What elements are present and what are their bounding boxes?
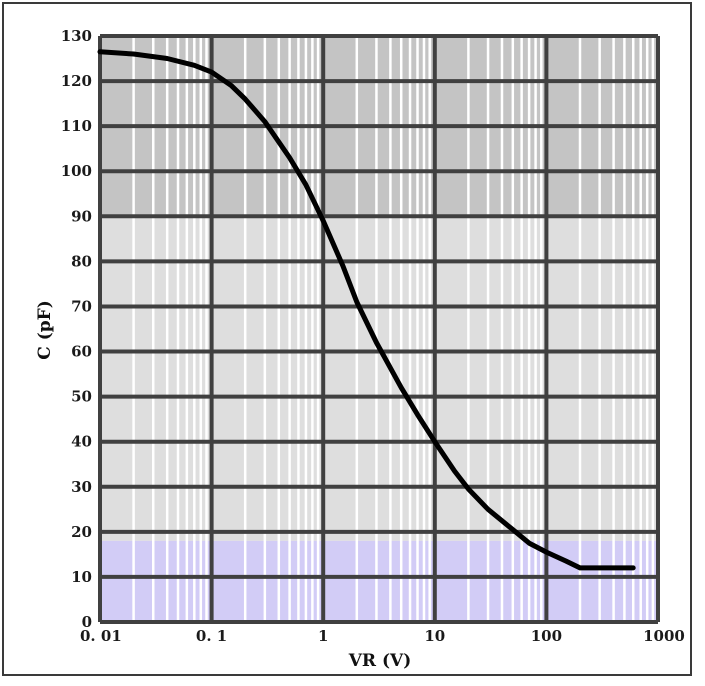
y-tick-label: 90 xyxy=(71,207,92,225)
x-tick-label: 10 xyxy=(424,627,445,645)
minor-gridlines xyxy=(132,36,655,622)
y-tick-label: 20 xyxy=(71,523,92,541)
y-tick-label: 120 xyxy=(61,72,92,90)
x-axis-label: VR (V) xyxy=(348,651,412,671)
series-line xyxy=(97,49,636,571)
background-bands xyxy=(100,36,658,622)
y-tick-label: 130 xyxy=(61,27,92,45)
x-tick-label: 0. 1 xyxy=(196,627,227,645)
y-tick-label: 30 xyxy=(71,478,92,496)
y-tick-label: 70 xyxy=(71,297,92,315)
x-tick-label: 1 xyxy=(318,627,328,645)
y-tick-label: 80 xyxy=(71,252,92,270)
band-bottom xyxy=(100,540,658,622)
x-tick-label: 1000 xyxy=(643,627,685,645)
y-tick-label: 50 xyxy=(71,388,92,406)
y-tick-label: 10 xyxy=(71,568,92,586)
major-gridlines xyxy=(98,34,660,624)
x-tick-label: 0. 01 xyxy=(80,627,122,645)
y-axis-label: C (pF) xyxy=(35,300,55,360)
y-tick-label: 60 xyxy=(71,343,92,361)
band-middle xyxy=(100,216,658,541)
y-tick-label: 0 xyxy=(82,613,92,631)
y-tick-label: 100 xyxy=(61,162,92,180)
chart-frame: 0 10 20 30 40 50 60 70 80 90 100 110 120 130 0. 01 0. … xyxy=(2,2,692,676)
y-tick-label: 110 xyxy=(61,117,92,135)
y-tick-labels: 0 10 20 30 40 50 60 70 80 90 100 110 120 130 xyxy=(61,27,92,631)
x-tick-labels: 0. 01 0. 1 1 10 100 1000 xyxy=(80,627,685,645)
series-layer xyxy=(97,49,636,571)
x-tick-label: 100 xyxy=(531,627,562,645)
y-tick-label: 40 xyxy=(71,433,92,451)
